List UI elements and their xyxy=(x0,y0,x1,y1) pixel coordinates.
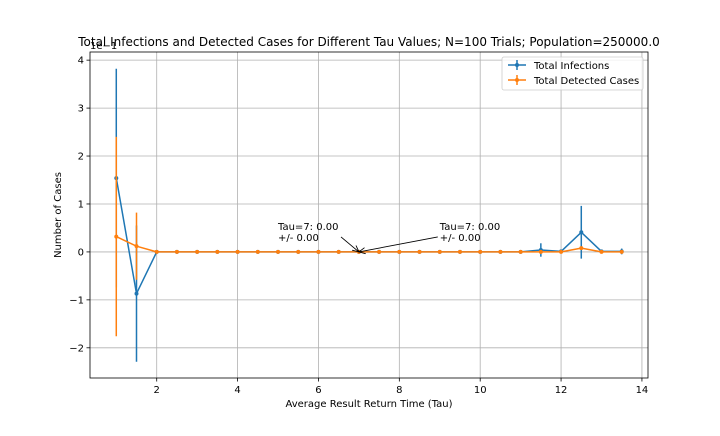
x-tick-label: 6 xyxy=(315,385,321,396)
data-point xyxy=(296,249,301,254)
legend-label-infections: Total Infections xyxy=(533,61,609,72)
data-point xyxy=(437,249,442,254)
annotation-line-2: +/- 0.00 xyxy=(440,233,481,244)
legend: Total Infections Total Detected Cases xyxy=(501,56,644,91)
legend-box xyxy=(501,56,644,91)
data-point xyxy=(235,249,240,254)
annotation-line-1: Tau=7: 0.00 xyxy=(277,222,338,233)
data-point xyxy=(215,249,220,254)
y-tick-label: 4 xyxy=(78,56,84,67)
x-axis-label: Average Result Return Time (Tau) xyxy=(285,399,452,410)
annotation-line-2: +/- 0.00 xyxy=(278,233,319,244)
x-tick-label: 10 xyxy=(474,385,487,396)
data-point xyxy=(255,249,260,254)
y-axis-label: Number of Cases xyxy=(53,172,64,258)
annotation-arrow xyxy=(358,236,438,253)
series-line xyxy=(115,235,622,253)
annotation-line-1: Tau=7: 0.00 xyxy=(439,222,500,233)
annotation: Tau=7: 0.00+/- 0.00 xyxy=(357,222,500,255)
data-point xyxy=(114,234,119,239)
y-offset-label: 1e−1 xyxy=(90,41,117,52)
data-point xyxy=(498,249,503,254)
data-point xyxy=(195,249,200,254)
data-point xyxy=(619,249,624,254)
plot-frame xyxy=(89,51,649,379)
y-tick-label: 1 xyxy=(78,199,84,210)
data-point xyxy=(538,249,543,254)
data-point xyxy=(518,249,523,254)
y-tick-label: 0 xyxy=(78,247,84,258)
x-tick-label: 12 xyxy=(555,385,568,396)
data-point xyxy=(478,249,483,254)
chart-title: Total Infections and Detected Cases for … xyxy=(77,35,660,49)
data-point xyxy=(154,249,159,254)
series-layer xyxy=(114,68,624,362)
data-point xyxy=(579,246,584,251)
x-tick-label: 2 xyxy=(154,385,160,396)
x-tick-label: 4 xyxy=(234,385,240,396)
legend-marker-detected xyxy=(515,78,519,82)
data-point xyxy=(276,249,281,254)
legend-marker-infections xyxy=(515,63,519,67)
annotation-arrow xyxy=(340,236,360,253)
x-tick-label: 8 xyxy=(396,385,402,396)
data-point xyxy=(134,291,139,296)
data-point xyxy=(134,244,139,249)
annotation-arrowhead xyxy=(357,247,366,255)
y-tick-label: 3 xyxy=(78,104,84,115)
y-tick-label: −1 xyxy=(69,295,84,306)
data-point xyxy=(417,249,422,254)
data-point xyxy=(457,249,462,254)
data-point xyxy=(559,249,564,254)
data-point xyxy=(316,249,321,254)
legend-label-detected: Total Detected Cases xyxy=(533,76,639,87)
y-tick-label: 2 xyxy=(78,152,84,163)
data-point xyxy=(579,230,584,235)
data-point xyxy=(397,249,402,254)
series-total-detected-cases xyxy=(114,136,624,337)
x-tick-label: 14 xyxy=(636,385,649,396)
data-point xyxy=(377,249,382,254)
data-point xyxy=(336,249,341,254)
data-point xyxy=(174,249,179,254)
y-tick-label: −2 xyxy=(69,343,84,354)
data-point xyxy=(599,249,604,254)
